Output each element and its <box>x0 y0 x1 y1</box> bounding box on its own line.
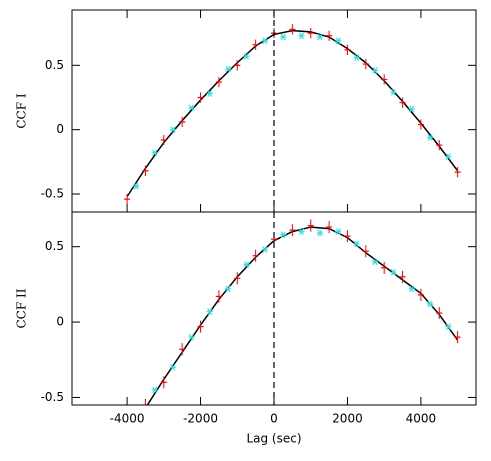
x-tick-label: 4000 <box>406 412 437 426</box>
data-point <box>427 300 434 308</box>
data-point <box>390 89 397 96</box>
data-point <box>188 333 195 341</box>
model-line <box>126 29 459 197</box>
data-point <box>445 153 452 161</box>
data-point <box>170 126 176 133</box>
x-axis-label: Lag (sec) <box>246 432 301 446</box>
data-point <box>151 386 158 394</box>
data-point <box>170 363 176 371</box>
y-tick-label: 0 <box>56 315 64 329</box>
data-point <box>298 32 305 40</box>
data-point <box>390 268 397 276</box>
data-point <box>353 240 360 247</box>
data-point <box>372 258 378 266</box>
data-point <box>280 33 287 41</box>
data-point <box>188 104 195 112</box>
data-point <box>335 37 342 45</box>
data-point <box>261 246 268 254</box>
data-point <box>316 229 323 237</box>
data-point <box>372 67 378 74</box>
y-tick-label: 0 <box>56 122 64 136</box>
data-point <box>408 285 415 293</box>
data-point <box>280 231 287 238</box>
data-point <box>261 37 268 45</box>
y-axis-label: CCF I <box>15 93 29 129</box>
y-tick-label: 0.5 <box>45 58 64 72</box>
x-tick-label: -2000 <box>183 412 218 426</box>
data-point <box>206 308 213 315</box>
data-point <box>353 54 360 61</box>
model-line <box>146 226 459 405</box>
y-tick-label: 0.5 <box>45 239 64 253</box>
data-point <box>427 134 434 141</box>
plot-area <box>124 24 461 205</box>
x-tick-label: 2000 <box>332 412 363 426</box>
y-axis-label: CCF II <box>15 288 29 328</box>
data-point <box>298 228 305 235</box>
y-tick-label: -0.5 <box>41 186 64 200</box>
x-tick-label: 0 <box>270 412 278 426</box>
data-point <box>243 52 250 60</box>
data-point <box>243 261 250 269</box>
x-tick-label: -4000 <box>110 412 145 426</box>
data-point <box>206 90 213 97</box>
data-point <box>408 105 415 113</box>
data-point <box>445 323 452 330</box>
plot-area <box>142 219 461 405</box>
data-point <box>151 149 158 157</box>
data-point <box>225 65 232 73</box>
data-point <box>335 228 342 235</box>
data-point <box>316 33 323 41</box>
data-point <box>225 285 232 293</box>
data-point <box>133 182 140 190</box>
y-tick-label: -0.5 <box>41 390 64 404</box>
